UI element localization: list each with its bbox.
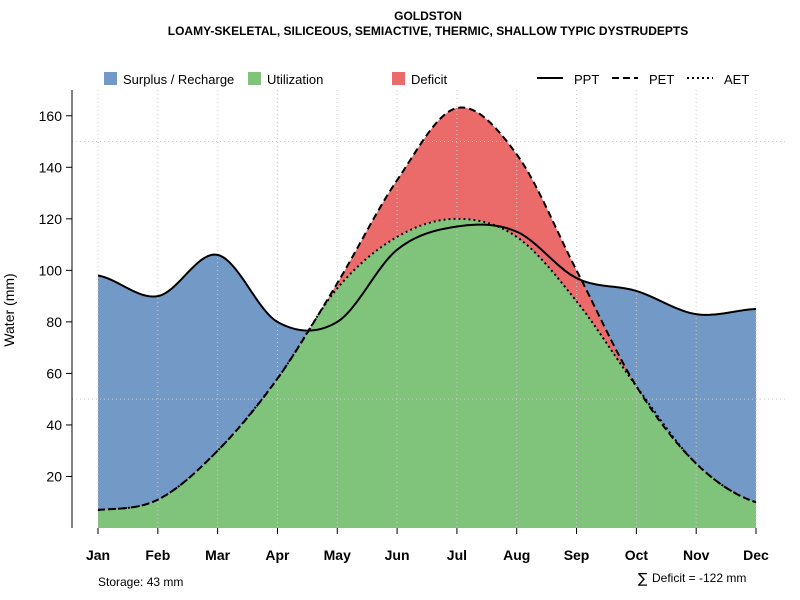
x-tick-label: May (324, 547, 351, 563)
y-tick-label: 100 (39, 262, 63, 278)
x-tick-label: Jun (385, 547, 410, 563)
x-tick-label: Aug (503, 547, 530, 563)
legend-swatch-utilization (248, 72, 261, 85)
y-tick-label: 40 (46, 417, 62, 433)
legend-label-deficit: Deficit (411, 72, 448, 87)
x-tick-label: Oct (625, 547, 649, 563)
y-tick-label: 140 (39, 159, 63, 175)
x-tick-label: Feb (145, 547, 170, 563)
grid-lines (72, 90, 785, 528)
y-tick-label: 160 (39, 108, 63, 124)
deficit-sum-symbol: ∑ (638, 571, 648, 587)
x-tick-label: Nov (683, 547, 710, 563)
tick-labels: 20 40 60 80 100 120 140 160 Jan Feb Mar Apr May Jun Ju… (39, 108, 769, 563)
legend-label-ppt: PPT (574, 72, 599, 87)
area-fills (98, 107, 756, 528)
y-tick-label: 60 (46, 365, 62, 381)
legend-label-surplus: Surplus / Recharge (123, 72, 234, 87)
legend: Surplus / Recharge Utilization Deficit P… (104, 72, 749, 87)
deficit-total: Deficit = -122 mm (652, 571, 746, 585)
x-tick-label: Mar (205, 547, 230, 563)
y-tick-label: 20 (46, 468, 62, 484)
x-tick-label: Apr (265, 547, 290, 563)
y-axis-title: Water (mm) (1, 273, 17, 346)
legend-label-aet: AET (724, 72, 749, 87)
deficit-area (98, 107, 756, 510)
chart-title: GOLDSTON (394, 9, 462, 23)
utilization-area (98, 218, 756, 528)
x-tick-label: Dec (743, 547, 769, 563)
x-tick-label: Jan (86, 547, 110, 563)
series-line-ppt (97, 223, 757, 332)
legend-label-pet: PET (649, 72, 674, 87)
axes (66, 90, 757, 534)
y-tick-label: 120 (39, 211, 63, 227)
x-tick-label: Sep (564, 547, 590, 563)
chart-subtitle: LOAMY-SKELETAL, SILICEOUS, SEMIACTIVE, T… (168, 24, 688, 38)
legend-label-utilization: Utilization (267, 72, 323, 87)
legend-swatch-deficit (392, 72, 405, 85)
storage-note: Storage: 43 mm (98, 575, 183, 589)
series-line-aet (97, 217, 757, 511)
y-tick-label: 80 (46, 314, 62, 330)
series-line-pet (97, 106, 757, 511)
series-lines (97, 106, 757, 511)
x-tick-label: Jul (447, 547, 467, 563)
legend-swatch-surplus (104, 72, 117, 85)
